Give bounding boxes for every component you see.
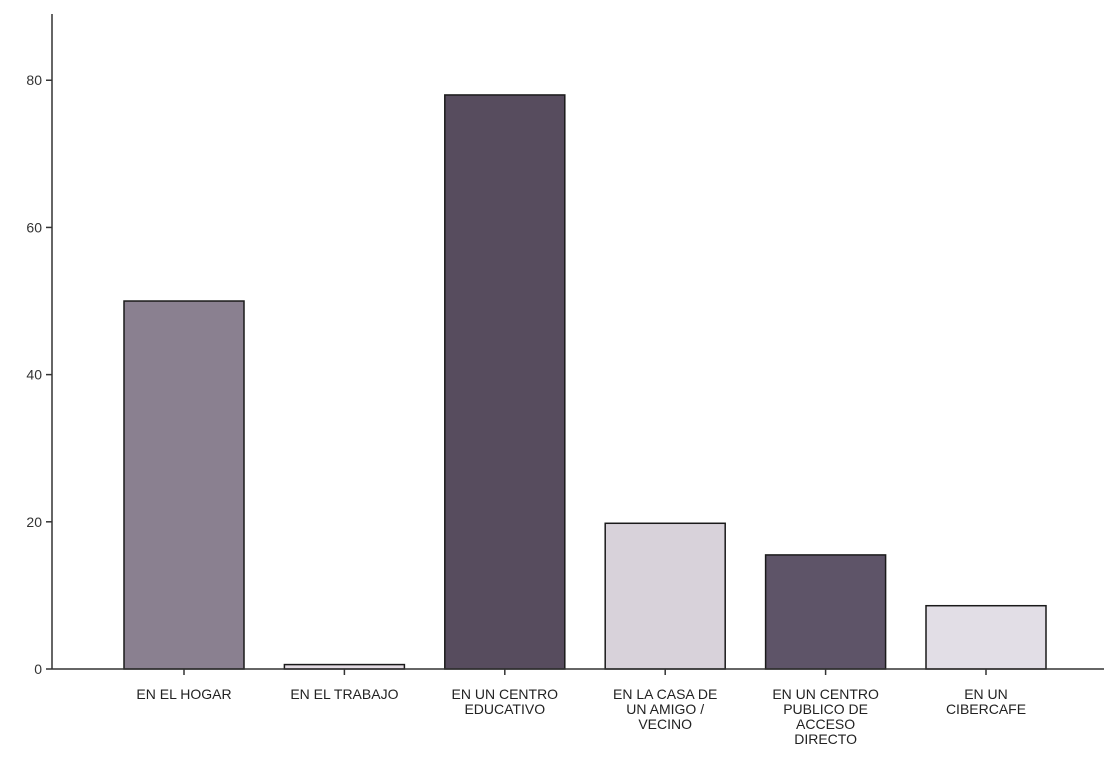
bar	[604, 522, 726, 670]
bar	[444, 94, 566, 670]
y-ticks: 0 20 40 60 80	[26, 72, 52, 677]
y-tick-label: 80	[26, 72, 42, 88]
x-tick-label: EN EL TRABAJO	[290, 686, 398, 702]
bar	[123, 300, 245, 670]
y-tick-label: 20	[26, 514, 42, 530]
y-tick-label: 60	[26, 219, 42, 235]
bars-layer	[123, 94, 1047, 670]
y-tick-label: 40	[26, 367, 42, 383]
x-ticks: EN EL HOGAR EN EL TRABAJO EN UN CENTRO EDUC…	[136, 669, 1026, 747]
x-tick-label: EN LA CASA DE UN AMIGO / VECINO	[613, 686, 717, 732]
x-tick-label: EN UN CIBERCAFE	[946, 686, 1026, 717]
x-tick-label: EN UN CENTRO EDUCATIVO	[452, 686, 559, 717]
y-tick-label: 0	[34, 661, 42, 677]
bar	[764, 554, 887, 670]
bar	[925, 604, 1047, 670]
x-tick-label: EN UN CENTRO PUBLICO DE ACCESO DIRECTO	[772, 686, 879, 747]
x-tick-label: EN EL HOGAR	[136, 686, 231, 702]
